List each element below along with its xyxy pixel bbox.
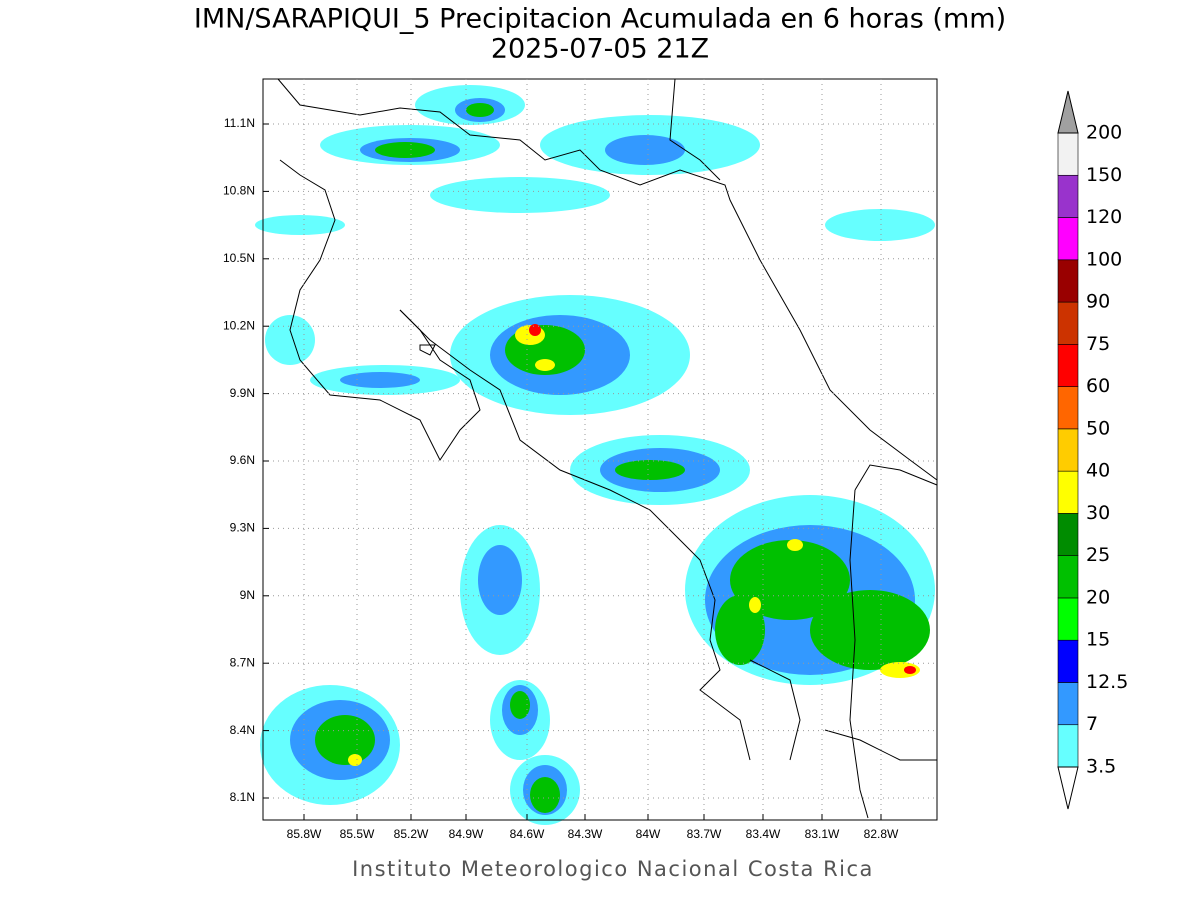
coastline — [277, 78, 938, 819]
x-tick-label: 83.7W — [687, 827, 722, 841]
colorbar-over — [1057, 90, 1079, 134]
colorbar-band — [1057, 555, 1079, 599]
y-tick-label: 9.6N — [230, 453, 255, 467]
map-frame — [262, 78, 938, 821]
colorbar-band — [1057, 386, 1079, 430]
x-tick-label: 84.6W — [510, 827, 545, 841]
y-tick-label: 10.2N — [223, 318, 255, 332]
x-tick-label: 84.9W — [449, 827, 484, 841]
x-tick-label: 85.8W — [287, 827, 322, 841]
colorbar-label: 12.5 — [1086, 671, 1128, 693]
y-tick-label: 10.5N — [223, 251, 255, 265]
colorbar-label: 75 — [1086, 333, 1110, 355]
y-tick-label: 11.1N — [224, 116, 255, 130]
colorbar-band — [1057, 301, 1079, 345]
colorbar-label: 100 — [1086, 248, 1122, 270]
colorbar-band — [1057, 682, 1079, 726]
colorbar-label: 120 — [1086, 206, 1122, 228]
y-tick-label: 8.1N — [230, 790, 255, 804]
colorbar-band — [1057, 344, 1079, 387]
colorbar-band — [1057, 132, 1079, 176]
colorbar-band — [1057, 217, 1079, 261]
colorbar-band — [1057, 470, 1079, 514]
colorbar-label: 3.5 — [1086, 756, 1116, 778]
title: IMN/SARAPIQUI_5 Precipitacion Acumulada … — [194, 4, 1006, 35]
colorbar-label: 25 — [1086, 544, 1110, 566]
colorbar-label: 50 — [1086, 417, 1110, 439]
colorbar-band — [1057, 428, 1079, 472]
colorbar-label: 150 — [1086, 164, 1122, 186]
colorbar-label: 15 — [1086, 629, 1110, 651]
colorbar-label: 60 — [1086, 375, 1110, 397]
y-tick-label: 8.4N — [230, 723, 255, 737]
colorbar-band — [1057, 639, 1079, 683]
colorbar-label: 40 — [1086, 460, 1110, 482]
precipitation-field — [255, 85, 935, 825]
colorbar-band — [1057, 597, 1079, 641]
colorbar-label: 30 — [1086, 502, 1110, 524]
x-tick-label: 84W — [636, 827, 661, 841]
y-tick-label: 9.3N — [230, 521, 255, 535]
colorbar-band — [1057, 513, 1079, 556]
x-tick-label: 83.4W — [746, 827, 781, 841]
colorbar-label: 7 — [1086, 713, 1098, 735]
colorbar-label: 90 — [1086, 291, 1110, 313]
footer: Instituto Meteorologico Nacional Costa R… — [352, 857, 874, 881]
y-tick-label: 8.7N — [230, 655, 255, 669]
x-tick-label: 85.5W — [340, 827, 375, 841]
colorbar-label: 20 — [1086, 586, 1110, 608]
x-tick-label: 84.3W — [568, 827, 603, 841]
x-tick-label: 83.1W — [805, 827, 840, 841]
subtitle: 2025-07-05 21Z — [491, 34, 709, 65]
colorbar-band — [1057, 259, 1079, 303]
x-tick-label: 82.8W — [864, 827, 899, 841]
colorbar-band — [1057, 174, 1079, 218]
colorbar-label: 200 — [1086, 122, 1122, 144]
y-tick-label: 9.9N — [230, 386, 255, 400]
y-tick-label: 9N — [240, 588, 255, 602]
y-tick-label: 10.8N — [223, 184, 255, 198]
colorbar-under — [1057, 766, 1079, 810]
colorbar-band — [1057, 724, 1079, 768]
x-tick-label: 85.2W — [394, 827, 429, 841]
